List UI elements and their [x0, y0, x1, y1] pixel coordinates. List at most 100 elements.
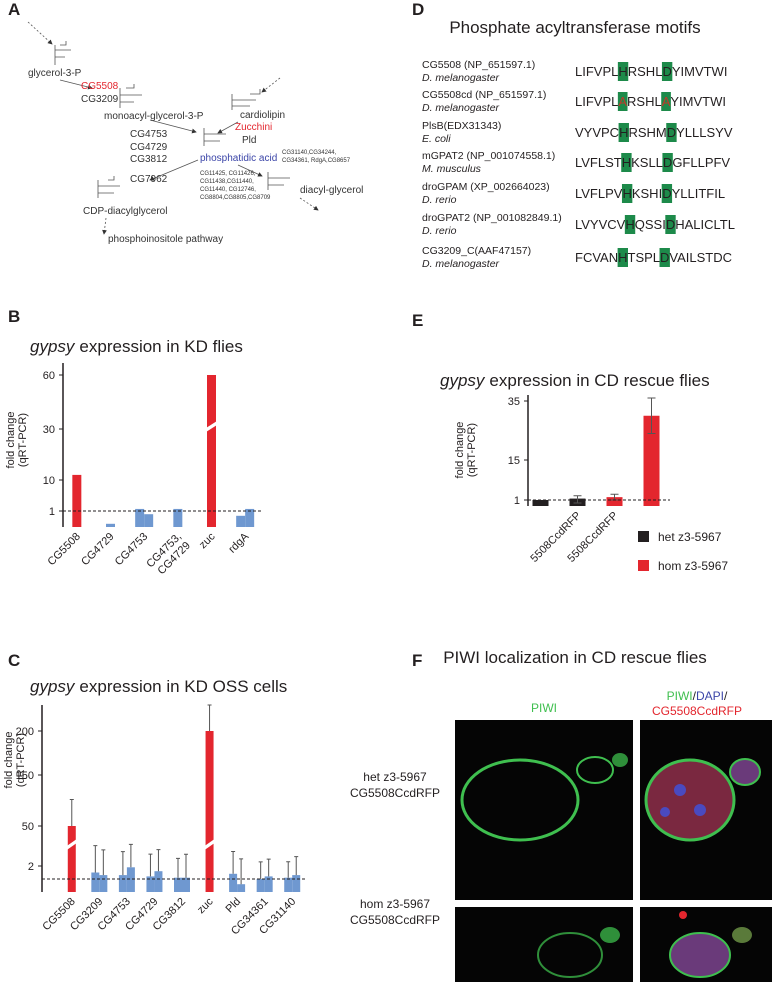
bar: [135, 508, 145, 527]
x-tick-label: CG4729: [79, 531, 116, 568]
x-tick-label: CG5508: [45, 531, 82, 568]
pathway-label: CG5508: [81, 81, 119, 92]
x-tick-label: zuc: [195, 895, 216, 916]
pathway-label: Pld: [242, 135, 256, 146]
bar: [182, 877, 190, 892]
panel-label: C: [8, 651, 20, 670]
motif-highlight: [618, 123, 629, 142]
motif-sequence: D: [662, 64, 671, 79]
pathway-label: CG7962: [130, 174, 168, 185]
pathway-label: phosphatidic acid: [200, 153, 277, 164]
axis-break: [206, 421, 217, 432]
y-axis-label: fold change: [3, 732, 15, 789]
pathway-label: CG4729: [130, 142, 168, 153]
chart-title: gypsy: [30, 677, 76, 696]
motif-species: D. melanogaster: [422, 102, 500, 114]
pathway-label: CG11425, CG11426,: [200, 171, 256, 177]
bar: [205, 731, 214, 892]
legend-label: het z3-5967: [658, 530, 722, 544]
pathway-label: CG11440, CG12746,: [200, 187, 256, 193]
row-label: CG5508CcdRFP: [350, 913, 440, 927]
pathway-label: CDP-diacylglycerol: [83, 206, 167, 217]
legend-swatch: [638, 560, 649, 571]
bar: [118, 875, 127, 892]
axis-break: [66, 839, 77, 850]
panel-label: E: [412, 311, 423, 330]
motif-highlight: [665, 215, 676, 234]
motif-sequence: VAILSTDC: [669, 250, 732, 265]
y-tick-label: 150: [16, 770, 34, 782]
motif-sequence: KSHI: [632, 186, 662, 201]
bar: [154, 871, 163, 892]
y-axis-label: fold change: [454, 422, 466, 479]
legend-label: hom z3-5967: [658, 559, 728, 573]
motif-sequence: D: [666, 217, 675, 232]
pathway-label: CG3209: [81, 94, 119, 105]
motif-sequence: LIFVPL: [575, 94, 618, 109]
motif-highlight: [662, 153, 673, 172]
y-tick-label: 15: [508, 455, 520, 467]
motif-sequence: H: [625, 217, 634, 232]
bar: [229, 873, 238, 892]
y-tick-label: 1: [514, 495, 520, 507]
error-bar: [286, 861, 291, 878]
bar: [99, 875, 108, 892]
motif-sequence: D: [660, 250, 669, 265]
panel-label: F: [412, 651, 422, 670]
panel-label: A: [8, 0, 20, 19]
y-tick-label: 50: [22, 821, 34, 833]
bar: [284, 877, 293, 892]
y-tick-label: 30: [43, 424, 55, 436]
motif-species: M. musculus: [422, 163, 482, 175]
motif-sequence: FCVAN: [575, 250, 618, 265]
error-bar: [266, 858, 271, 877]
column-header: PIWI: [531, 701, 557, 715]
motif-sequence: YLLLSYV: [676, 125, 733, 140]
motif-highlight: [624, 215, 636, 234]
bar: [256, 879, 265, 892]
motif-sequence: QSSI: [635, 217, 666, 232]
motif-name: CG3209_C(AAF47157): [422, 245, 531, 257]
micrograph-merge-hom: [640, 907, 772, 982]
chart: gypsy expression in KD flies fold change (q…: [5, 337, 262, 577]
motif-highlight: [621, 184, 633, 203]
bar: [532, 500, 549, 506]
pathway-label: cardiolipin: [240, 110, 285, 121]
x-tick-label: rdgA: [226, 530, 251, 555]
bar: [91, 872, 100, 892]
motif-sequence: LVFLST: [575, 155, 622, 170]
motifs-title: Phosphate acyltransferase motifs: [449, 18, 700, 37]
motif-sequence: RSHL: [627, 94, 662, 109]
motif-name: mGPAT2 (NP_001074558.1): [422, 150, 555, 162]
error-bar: [207, 704, 212, 731]
error-bar: [148, 853, 153, 877]
axis-break: [204, 839, 215, 850]
motif-sequence: LVYVCV: [575, 217, 626, 232]
error-bar: [93, 845, 98, 873]
pathway-label: CG4753: [130, 129, 168, 140]
error-bar: [101, 849, 106, 876]
chart: gypsy expression in KD OSS cells fold chan…: [3, 677, 306, 937]
bar: [126, 867, 135, 892]
bar: [643, 415, 660, 506]
motif-sequence: VYVPC: [575, 125, 619, 140]
bar: [236, 515, 246, 527]
motif-highlight: [617, 62, 629, 81]
motif-species: D. rerio: [422, 225, 457, 237]
error-bar: [176, 857, 180, 878]
error-bar: [120, 851, 125, 876]
error-bar: [647, 397, 656, 434]
chart-title: expression in KD flies: [79, 337, 242, 356]
bar: [245, 508, 255, 527]
motif-sequence: D: [667, 125, 676, 140]
y-tick-label: 2: [28, 861, 34, 873]
error-bar: [573, 495, 582, 504]
micrograph-piwi-het: [455, 720, 633, 900]
bar: [144, 514, 154, 527]
y-tick-label: 200: [16, 726, 34, 738]
error-bar: [231, 851, 236, 874]
pathway-label: diacyl-glycerol: [300, 185, 363, 196]
pathway-label: CG31140,CG34244,: [282, 150, 337, 156]
motif-sequence: D: [663, 155, 672, 170]
row-label: CG5508CcdRFP: [350, 786, 440, 800]
